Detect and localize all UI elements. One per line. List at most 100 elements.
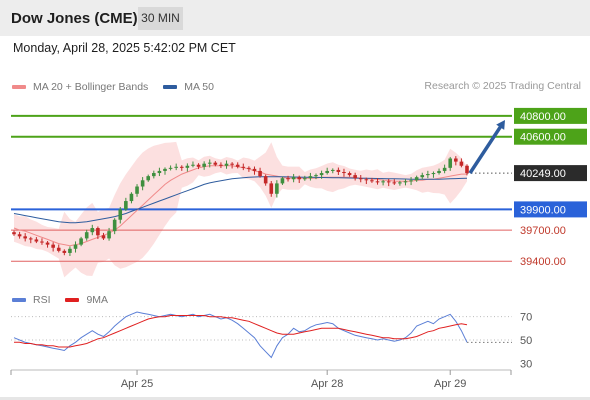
candle-body (297, 177, 302, 180)
candle-body (34, 239, 39, 242)
level-tag (514, 165, 587, 182)
candle-body (414, 177, 419, 181)
candle-body (358, 178, 363, 180)
candle-body (269, 183, 274, 194)
legend-item-ma50: MA 50 (163, 81, 214, 93)
rsi-line (13, 311, 468, 359)
candle-body (291, 177, 296, 180)
level-label: 39900.00 (520, 204, 566, 216)
candle-body (23, 236, 27, 239)
candle-body (325, 170, 329, 174)
candle-body (40, 241, 44, 243)
candle-body (213, 162, 218, 165)
candle-body (157, 170, 162, 174)
candle-body (51, 244, 55, 248)
candle-body (179, 166, 184, 168)
projection-arrow-head (496, 119, 505, 130)
legend-swatch (163, 85, 178, 89)
candle-body (258, 170, 262, 177)
candle-body (465, 165, 469, 174)
candle-body (129, 193, 134, 202)
chart-header: Dow Jones (CME) 30 MIN (0, 0, 590, 36)
x-tick-label: Apr 28 (311, 378, 343, 390)
legend-swatch (12, 85, 26, 89)
candle-body (420, 175, 425, 178)
candle-body (303, 178, 307, 180)
candle-body (196, 164, 201, 167)
candle-body (252, 168, 257, 171)
candle-body (73, 244, 78, 249)
ma20-line (13, 165, 467, 247)
legend-label: RSI (33, 294, 51, 306)
legend-swatch (65, 298, 80, 302)
candle-body (235, 164, 240, 167)
bottom-divider (0, 397, 590, 400)
candle-body (336, 169, 341, 172)
candle-body (118, 209, 123, 220)
candle-body (431, 173, 436, 175)
candle-body (56, 247, 61, 251)
level-tag (514, 128, 587, 145)
candle-body (185, 165, 190, 168)
level-tag (514, 107, 587, 124)
candle-body (68, 248, 72, 253)
candle-body (247, 167, 251, 169)
level-tag (514, 201, 587, 218)
candle-body (90, 228, 95, 233)
rsi-tick-label: 50 (520, 335, 532, 347)
candle-body (28, 238, 33, 240)
candle-body (353, 175, 357, 179)
candle-body (392, 182, 397, 184)
candle-body (230, 163, 234, 165)
level-label: 39700.00 (520, 225, 566, 237)
legend-item-ma20-bollinger: MA 20 + Bollinger Bands (12, 81, 148, 93)
candle-body (275, 183, 279, 194)
ma50-line (13, 176, 468, 224)
level-label: 39400.00 (520, 256, 566, 268)
legend-label: MA 20 + Bollinger Bands (33, 81, 149, 93)
rsi-tick-label: 70 (520, 312, 532, 324)
candle-body (330, 169, 335, 171)
candle-body (112, 219, 117, 232)
candle-body (107, 231, 111, 239)
candle-body (140, 180, 145, 187)
legend-item-rsi: RSI (12, 294, 51, 306)
x-tick-label: Apr 25 (121, 378, 153, 390)
candle-body (135, 186, 139, 194)
candle-body (79, 238, 83, 245)
candle-body (280, 178, 285, 184)
candle-body (381, 181, 385, 183)
candle-body (342, 171, 346, 174)
candle-body (375, 181, 380, 183)
candle-body (454, 158, 458, 162)
candle-body (146, 176, 151, 181)
candle-body (101, 235, 106, 239)
candle-body (426, 174, 430, 176)
projection-arrow (468, 124, 503, 175)
candle-body (96, 228, 100, 236)
candle-body (12, 232, 16, 235)
legend-label: 9MA (86, 294, 109, 306)
candle-body (124, 201, 128, 210)
candle-body (319, 173, 324, 176)
timeframe-badge[interactable]: 30 MIN (138, 7, 183, 30)
legend-label: MA 50 (184, 81, 214, 93)
candle-body (191, 164, 195, 166)
x-tick-label: Apr 29 (434, 378, 466, 390)
candle-body (386, 181, 391, 183)
datetime-label: Monday, April 28, 2025 5:42:02 PM CET (13, 41, 236, 55)
candle-body (459, 161, 464, 166)
legend-swatch (12, 298, 26, 302)
candle-body (263, 176, 268, 184)
legend-item-9ma: 9MA (65, 294, 108, 306)
rsi-9ma-line (14, 315, 468, 348)
candle-body (364, 179, 369, 181)
indicator-legend: RSI 9MA (12, 293, 120, 306)
symbol-title: Dow Jones (CME) (11, 10, 138, 27)
candle-body (202, 163, 206, 167)
candle-body (437, 170, 441, 174)
candle-body (448, 158, 453, 168)
candle-body (308, 176, 313, 179)
candle-body (84, 232, 89, 239)
